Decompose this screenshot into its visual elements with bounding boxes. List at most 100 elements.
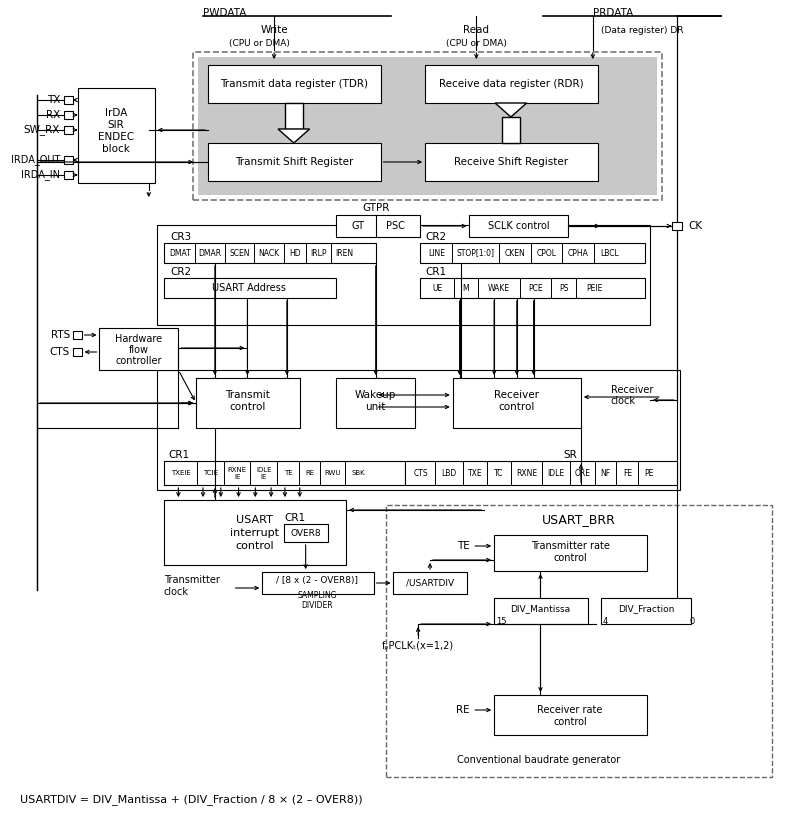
Text: Wakeup: Wakeup xyxy=(355,390,396,400)
Polygon shape xyxy=(278,129,310,143)
Bar xyxy=(386,505,772,777)
Text: (CPU or DMA): (CPU or DMA) xyxy=(229,38,290,47)
Bar xyxy=(198,57,657,195)
Text: CR3: CR3 xyxy=(170,232,191,242)
Text: CR2: CR2 xyxy=(170,267,191,277)
Text: Read: Read xyxy=(463,25,490,35)
Text: / [8 x (2 - OVER8)]: / [8 x (2 - OVER8)] xyxy=(277,577,358,586)
Text: CTS: CTS xyxy=(414,468,429,477)
Text: USART: USART xyxy=(236,515,273,525)
Text: PS: PS xyxy=(559,283,568,292)
Bar xyxy=(64,111,73,119)
Text: HD: HD xyxy=(289,248,301,257)
Text: CTS: CTS xyxy=(50,347,70,357)
Text: OVER8: OVER8 xyxy=(290,529,321,538)
Bar xyxy=(672,222,682,230)
Bar xyxy=(208,65,381,103)
Bar xyxy=(420,278,645,298)
Text: 0: 0 xyxy=(690,618,694,627)
Text: DIVIDER: DIVIDER xyxy=(302,600,334,609)
Text: CR1: CR1 xyxy=(284,513,305,523)
Text: UE: UE xyxy=(433,283,443,292)
Text: 15: 15 xyxy=(496,618,506,627)
Text: RXNE: RXNE xyxy=(516,468,538,477)
Text: STOP[1:0]: STOP[1:0] xyxy=(456,248,494,257)
Bar xyxy=(163,500,346,565)
Text: TC: TC xyxy=(494,468,504,477)
Text: PEIE: PEIE xyxy=(586,283,603,292)
Text: Receive data register (RDR): Receive data register (RDR) xyxy=(438,79,583,89)
Bar xyxy=(193,52,662,200)
Text: CPHA: CPHA xyxy=(567,248,589,257)
Text: SR: SR xyxy=(563,450,577,460)
Text: IrDA: IrDA xyxy=(105,108,127,118)
Text: CPOL: CPOL xyxy=(537,248,557,257)
Bar xyxy=(284,524,328,542)
Bar xyxy=(64,156,73,164)
Bar xyxy=(73,348,82,356)
Text: Receive Shift Register: Receive Shift Register xyxy=(454,157,568,167)
Text: CR1: CR1 xyxy=(425,267,446,277)
Text: Receiver: Receiver xyxy=(494,390,539,400)
Text: control: control xyxy=(498,402,535,412)
Text: control: control xyxy=(230,402,266,412)
Bar xyxy=(394,572,467,594)
Bar xyxy=(425,65,598,103)
Bar xyxy=(262,572,374,594)
Bar xyxy=(163,243,376,263)
Text: flow: flow xyxy=(129,345,149,355)
Text: Transmit: Transmit xyxy=(225,390,270,400)
Text: block: block xyxy=(102,144,130,154)
Text: Transmit data register (TDR): Transmit data register (TDR) xyxy=(220,79,368,89)
Text: DMAR: DMAR xyxy=(198,248,222,257)
Text: RX: RX xyxy=(46,110,60,120)
Text: control: control xyxy=(554,717,587,727)
Text: TE: TE xyxy=(283,470,292,476)
Text: IRDA_IN: IRDA_IN xyxy=(21,170,60,181)
Bar xyxy=(470,215,568,237)
Text: LINE: LINE xyxy=(428,248,446,257)
Bar xyxy=(336,215,420,237)
Text: RXNE
IE: RXNE IE xyxy=(227,467,246,480)
Text: M: M xyxy=(462,283,470,292)
Text: control: control xyxy=(235,541,274,551)
Text: NF: NF xyxy=(601,468,610,477)
Text: PSC: PSC xyxy=(386,221,405,231)
Bar xyxy=(64,171,73,179)
Text: USART_BRR: USART_BRR xyxy=(542,514,616,526)
Polygon shape xyxy=(495,103,526,117)
Text: IRLP: IRLP xyxy=(310,248,326,257)
Text: Conventional baudrate generator: Conventional baudrate generator xyxy=(457,755,620,765)
Text: WAKE: WAKE xyxy=(488,283,510,292)
Bar xyxy=(601,598,691,624)
Text: RTS: RTS xyxy=(50,330,70,340)
Text: (CPU or DMA): (CPU or DMA) xyxy=(446,38,506,47)
Text: RE: RE xyxy=(456,705,470,715)
Text: IDLE
IE: IDLE IE xyxy=(256,467,271,480)
Text: SCLK control: SCLK control xyxy=(488,221,550,231)
Bar xyxy=(502,117,520,143)
Bar xyxy=(494,598,588,624)
Text: PRDATA: PRDATA xyxy=(593,8,633,18)
Text: USART Address: USART Address xyxy=(213,283,286,293)
Bar xyxy=(99,328,178,370)
Text: Transmitter rate: Transmitter rate xyxy=(530,541,610,551)
Text: NACK: NACK xyxy=(258,248,280,257)
Bar xyxy=(425,143,598,181)
Text: GTPR: GTPR xyxy=(362,203,390,213)
Bar xyxy=(208,143,381,181)
Text: SW_RX: SW_RX xyxy=(23,124,60,136)
Text: RE: RE xyxy=(305,470,314,476)
Text: clock: clock xyxy=(163,587,189,597)
Text: ORE: ORE xyxy=(574,468,590,477)
Text: unit: unit xyxy=(366,402,386,412)
Text: SIR: SIR xyxy=(108,120,125,130)
Text: PCE: PCE xyxy=(528,283,543,292)
Bar xyxy=(64,96,73,104)
Text: Hardware: Hardware xyxy=(115,334,162,344)
Text: controller: controller xyxy=(116,356,162,366)
Bar xyxy=(406,461,677,485)
Text: FE: FE xyxy=(622,468,632,477)
Bar xyxy=(494,695,647,735)
Bar xyxy=(157,370,680,490)
